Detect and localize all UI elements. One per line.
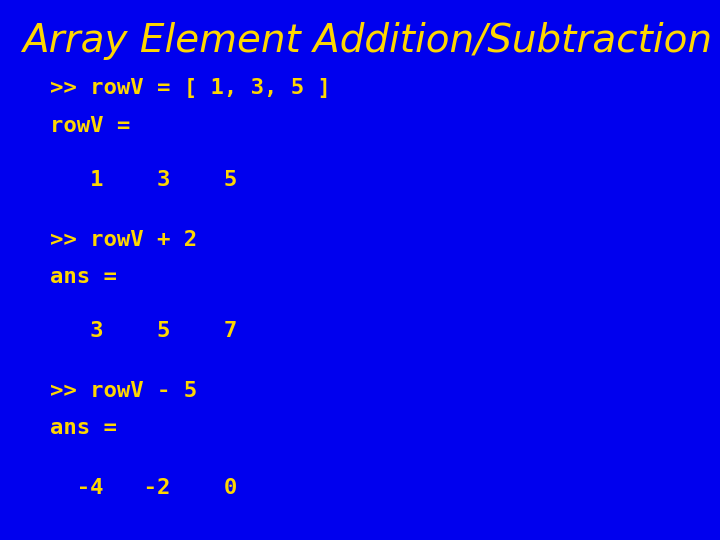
Text: ans =: ans = [50, 267, 117, 287]
Text: >> rowV - 5: >> rowV - 5 [50, 381, 197, 401]
Text: 3    5    7: 3 5 7 [50, 321, 238, 341]
Text: -4   -2    0: -4 -2 0 [50, 478, 238, 498]
Text: ans =: ans = [50, 418, 117, 438]
Text: 1    3    5: 1 3 5 [50, 170, 238, 190]
Text: >> rowV = [ 1, 3, 5 ]: >> rowV = [ 1, 3, 5 ] [50, 78, 331, 98]
Text: Array Element Addition/Subtraction: Array Element Addition/Subtraction [22, 22, 711, 59]
Text: rowV =: rowV = [50, 116, 130, 136]
Text: >> rowV + 2: >> rowV + 2 [50, 230, 197, 249]
